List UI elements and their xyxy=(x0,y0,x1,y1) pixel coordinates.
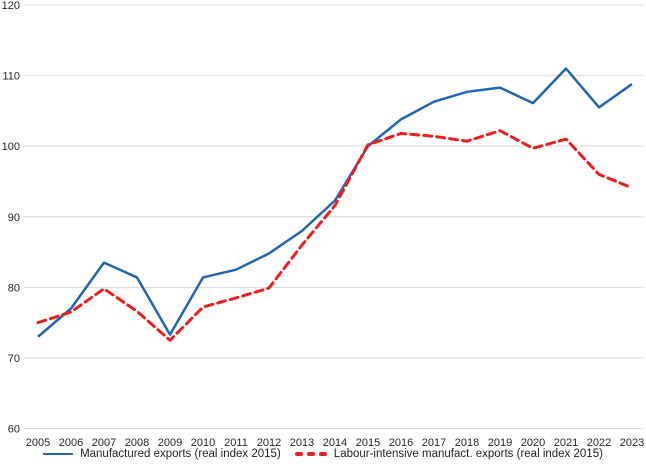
x-axis-tick-label: 2009 xyxy=(158,437,182,449)
series-line-labour-intensive xyxy=(36,129,634,342)
x-axis-tick-label: 2013 xyxy=(290,437,314,449)
legend-dash-segment xyxy=(294,452,303,456)
x-axis-tick-label: 2017 xyxy=(422,437,446,449)
y-axis-tick-label: 60 xyxy=(8,424,20,436)
x-axis-tick-label: 2021 xyxy=(554,437,578,449)
legend-solid-line-swatch xyxy=(43,453,74,455)
legend-item-labour-intensive-exports: Labour-intensive manufact. exports (real… xyxy=(294,448,603,460)
x-axis-tick-label: 2019 xyxy=(488,437,512,449)
x-axis-tick-label: 2018 xyxy=(455,437,479,449)
y-axis-tick-label: 120 xyxy=(2,0,20,12)
y-axis-tick-label: 70 xyxy=(8,353,20,365)
x-axis-tick-label: 2022 xyxy=(587,437,611,449)
x-axis-tick-label: 2011 xyxy=(224,437,248,449)
legend-item-manufactured-exports: Manufactured exports (real index 2015) xyxy=(43,448,281,460)
x-axis-tick-label: 2015 xyxy=(356,437,380,449)
legend-dash-segment xyxy=(306,452,315,456)
legend-dash-segment xyxy=(318,452,327,456)
x-axis-tick-label: 2006 xyxy=(59,437,83,449)
legend-label-manufactured-exports: Manufactured exports (real index 2015) xyxy=(80,448,281,460)
legend-label-labour-intensive-exports: Labour-intensive manufact. exports (real… xyxy=(333,448,603,460)
x-axis-tick-label: 2010 xyxy=(191,437,215,449)
y-axis-tick-label: 100 xyxy=(2,141,20,153)
y-axis-tick-label: 110 xyxy=(2,71,20,83)
x-axis-tick-label: 2014 xyxy=(323,437,347,449)
series-line-manufactured xyxy=(37,67,633,338)
x-axis-tick-label: 2016 xyxy=(389,437,413,449)
x-axis-tick-label: 2007 xyxy=(92,437,116,449)
legend-dashed-line-swatch xyxy=(294,452,327,456)
y-axis-tick-label: 80 xyxy=(8,282,20,294)
x-axis-tick-label: 2012 xyxy=(257,437,281,449)
x-axis-tick-label: 2005 xyxy=(26,437,50,449)
x-axis-tick-label: 2020 xyxy=(521,437,545,449)
y-axis-tick-label: 90 xyxy=(8,212,20,224)
chart-legend: Manufactured exports (real index 2015) L… xyxy=(0,448,646,460)
x-axis-tick-label: 2008 xyxy=(125,437,149,449)
x-axis-tick-label: 2023 xyxy=(620,437,644,449)
